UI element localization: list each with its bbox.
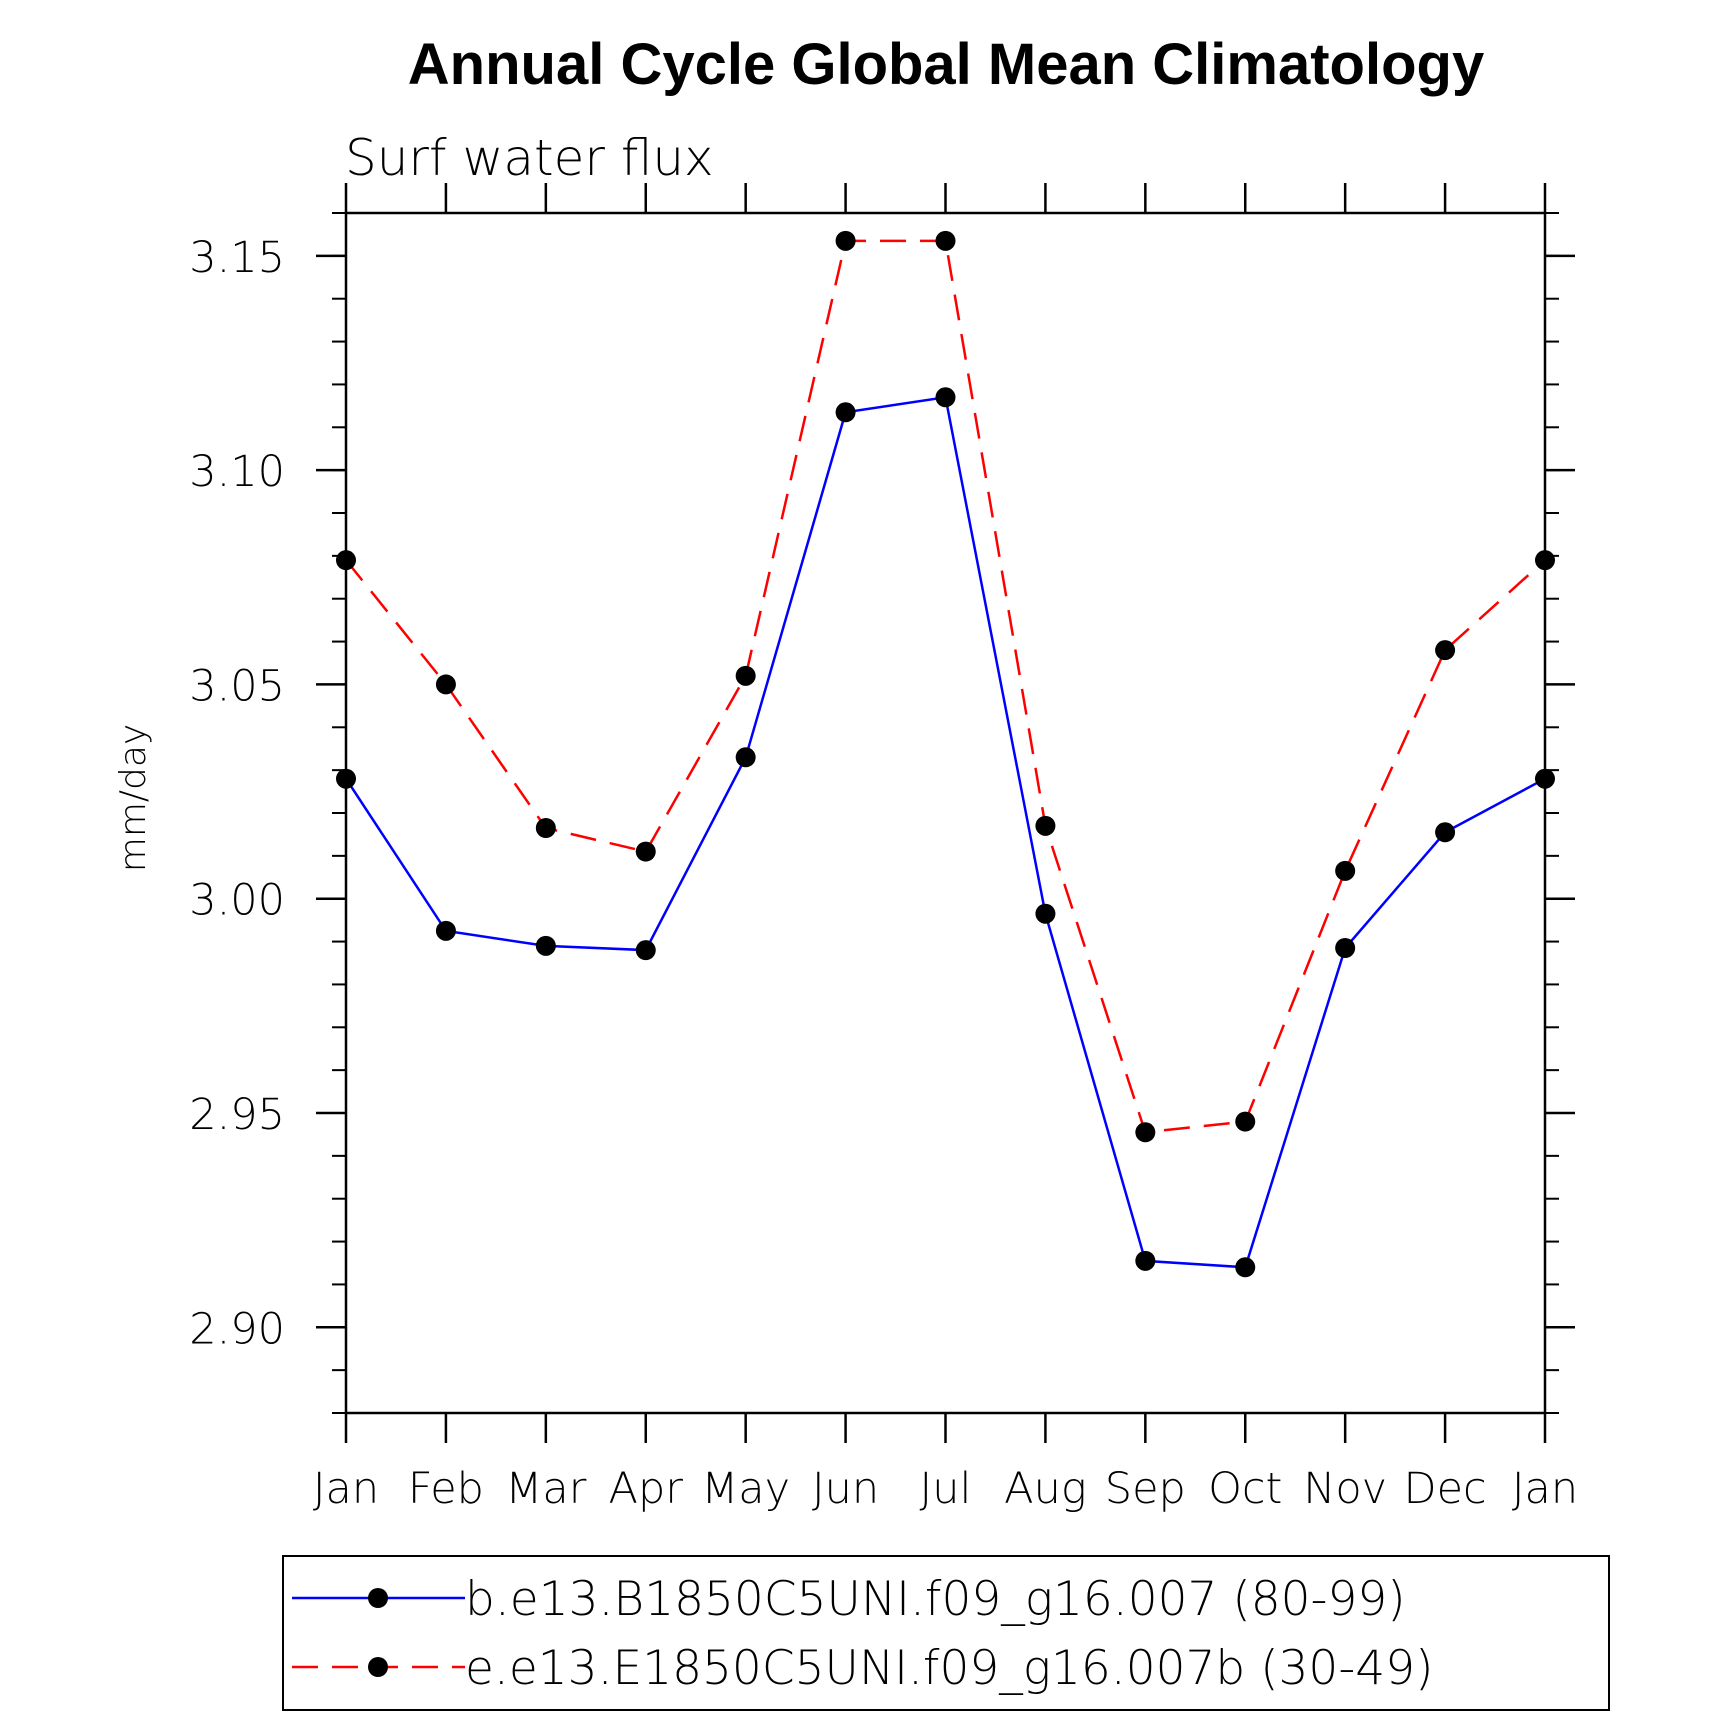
data-point-series-1 (735, 747, 756, 768)
data-point-series-2 (336, 550, 356, 571)
data-point-series-2 (1435, 640, 1456, 661)
data-point-series-2 (935, 230, 956, 251)
y-tick-label: 3.15 (189, 233, 285, 283)
legend-box (282, 1555, 1610, 1711)
data-point-series-2 (635, 841, 656, 862)
x-tick-label: May (701, 1464, 790, 1514)
data-point-series-1 (835, 402, 856, 423)
data-point-series-2 (1235, 1111, 1256, 1132)
data-point-series-1 (1235, 1257, 1256, 1278)
x-tick-label: Jan (313, 1464, 379, 1514)
data-point-series-1 (1535, 768, 1555, 789)
x-tick-label: Oct (1208, 1464, 1282, 1514)
chart-subtitle: Surf water flux (345, 129, 714, 187)
data-point-series-1 (336, 768, 356, 789)
x-tick-label: Sep (1105, 1464, 1186, 1514)
data-point-series-2 (435, 674, 456, 695)
data-point-series-2 (535, 818, 556, 838)
x-tick-label: Jul (920, 1464, 972, 1514)
x-tick-label: Jan (1512, 1464, 1578, 1514)
data-point-series-1 (1135, 1250, 1156, 1271)
x-tick-label: Jun (812, 1464, 879, 1514)
data-point-series-1 (435, 920, 456, 941)
y-tick-label: 2.95 (189, 1090, 285, 1140)
legend-label-series-1: b.e13.B1850C5UNI.f09_g16.007 (80-99) (465, 1572, 1406, 1627)
y-tick-label: 3.00 (189, 876, 285, 926)
axes: Jan Feb Mar Apr May Jun Jul Aug Sep Oct Nov Dec Jan 2… (189, 183, 1578, 1514)
data-point-series-2 (1135, 1122, 1156, 1143)
data-point-series-2 (1535, 550, 1555, 571)
data-point-series-2 (1335, 860, 1356, 881)
data-point-series-1 (1435, 822, 1456, 843)
legend: b.e13.B1850C5UNI.f09_g16.007 (80-99) e.e… (282, 1555, 1610, 1711)
series-line-1 (344, 395, 1546, 1269)
data-point-series-1 (935, 387, 956, 408)
data-point-series-1 (1035, 903, 1056, 924)
data-point-series-1 (535, 935, 556, 956)
plot-markers (336, 230, 1555, 1278)
series-line-2 (345, 239, 1546, 1134)
x-tick-label: Dec (1403, 1464, 1486, 1514)
y-tick-label: 2.90 (189, 1304, 285, 1354)
y-tick-label: 3.05 (189, 661, 285, 711)
legend-marker-series-1 (368, 1588, 388, 1608)
data-point-series-2 (735, 665, 756, 686)
x-tick-label: Apr (609, 1464, 684, 1514)
x-tick-label: Aug (1004, 1464, 1086, 1514)
y-tick-label: 3.10 (189, 447, 285, 497)
data-point-series-2 (1035, 815, 1056, 836)
data-point-series-1 (1335, 938, 1356, 958)
legend-label-series-2: e.e13.E1850C5UNI.f09_g16.007b (30-49) (465, 1641, 1433, 1696)
x-tick-label: Mar (505, 1464, 586, 1514)
y-axis-label: mm/day (113, 724, 154, 872)
x-tick-label: Feb (408, 1464, 484, 1514)
legend-marker-series-2 (368, 1657, 388, 1677)
x-tick-label: Nov (1303, 1464, 1387, 1514)
chart-title: Annual Cycle Global Mean Climatology (408, 32, 1484, 97)
data-point-series-2 (835, 230, 856, 251)
data-point-series-1 (635, 940, 656, 961)
